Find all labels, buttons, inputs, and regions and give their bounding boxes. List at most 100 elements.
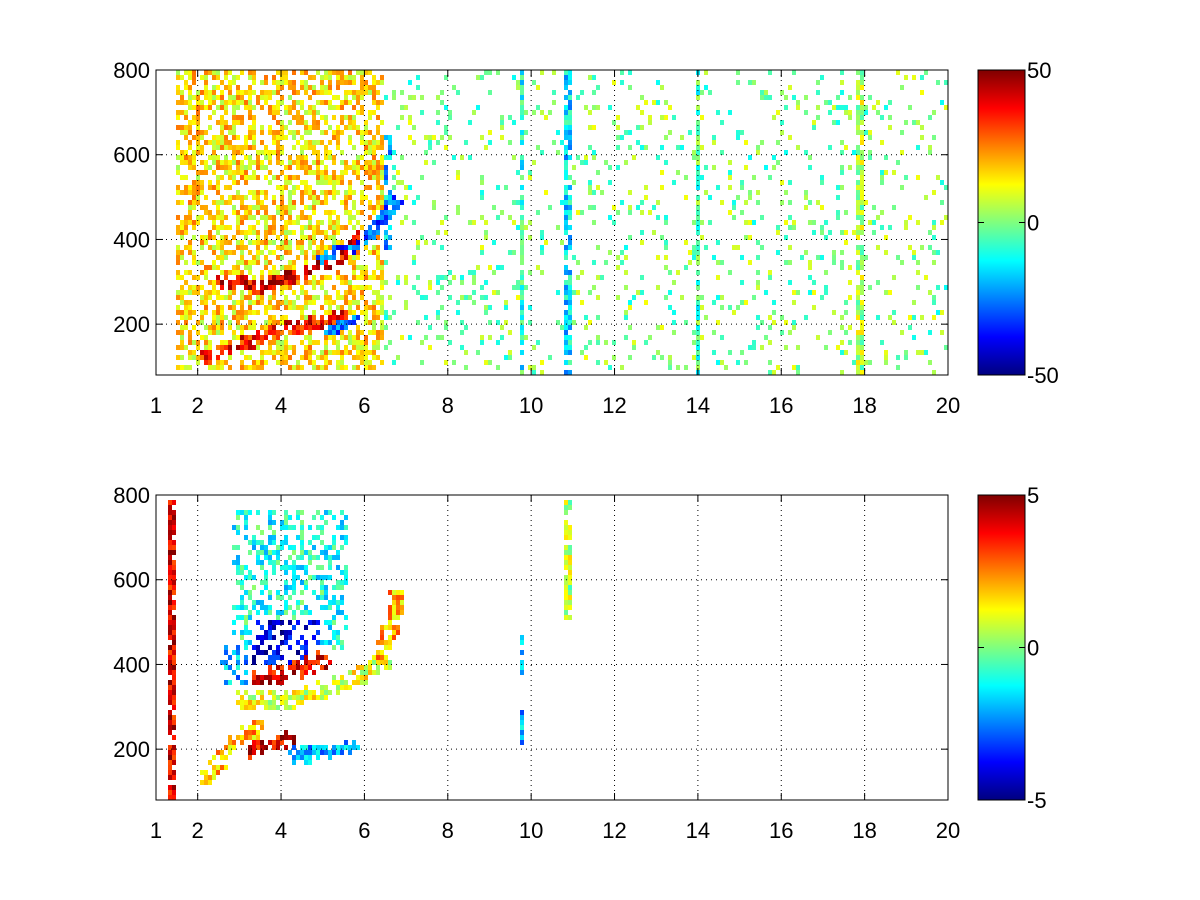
heatmap-cell <box>476 105 480 110</box>
heatmap-cell <box>188 270 192 275</box>
heatmap-cell <box>860 320 864 325</box>
heatmap-cell <box>512 220 516 225</box>
heatmap-cell <box>876 315 880 320</box>
heatmap-cell <box>376 200 380 205</box>
heatmap-cell <box>916 145 920 150</box>
heatmap-cell <box>244 365 248 370</box>
heatmap-cell <box>924 70 928 75</box>
heatmap-cell <box>544 240 548 245</box>
heatmap-cell <box>752 340 756 345</box>
heatmap-cell <box>376 290 380 295</box>
heatmap-cell <box>836 195 840 200</box>
heatmap-cell <box>392 625 396 630</box>
heatmap-cell <box>528 305 532 310</box>
heatmap-cell <box>268 625 272 630</box>
heatmap-cell <box>344 170 348 175</box>
heatmap-cell <box>276 655 280 660</box>
heatmap-cell <box>308 280 312 285</box>
heatmap-cell <box>252 160 256 165</box>
heatmap-cell <box>372 95 376 100</box>
heatmap-cell <box>180 285 184 290</box>
heatmap-cell <box>744 220 748 225</box>
heatmap-cell <box>224 140 228 145</box>
heatmap-cell <box>332 115 336 120</box>
heatmap-cell <box>280 595 284 600</box>
axes-box-top <box>155 69 949 376</box>
heatmap-cell <box>264 580 268 585</box>
heatmap-cell <box>620 135 624 140</box>
heatmap-cell <box>280 280 284 285</box>
heatmap-cell <box>520 275 524 280</box>
heatmap-cell <box>256 250 260 255</box>
heatmap-cell <box>376 185 380 190</box>
heatmap-cell <box>848 95 852 100</box>
heatmap-cell <box>564 160 568 165</box>
heatmap-cell <box>340 180 344 185</box>
heatmap-cell <box>268 160 272 165</box>
heatmap-cell <box>860 100 864 105</box>
heatmap-cell <box>272 75 276 80</box>
heatmap-cell <box>328 80 332 85</box>
heatmap-cell <box>396 630 400 635</box>
heatmap-cell <box>376 125 380 130</box>
heatmap-cell <box>256 645 260 650</box>
heatmap-cell <box>284 345 288 350</box>
heatmap-cell <box>184 135 188 140</box>
heatmap-cell <box>192 95 196 100</box>
heatmap-cell <box>388 645 392 650</box>
heatmap-cell <box>920 135 924 140</box>
heatmap-cell <box>304 125 308 130</box>
heatmap-cell <box>520 135 524 140</box>
heatmap-cell <box>248 125 252 130</box>
heatmap-cell <box>356 300 360 305</box>
heatmap-cell <box>516 280 520 285</box>
heatmap-cell <box>208 230 212 235</box>
heatmap-cell <box>264 335 268 340</box>
heatmap-cell <box>568 135 572 140</box>
heatmap-cell <box>384 180 388 185</box>
heatmap-cell <box>656 350 660 355</box>
heatmap-cell <box>180 190 184 195</box>
heatmap-cell <box>256 525 260 530</box>
heatmap-cell <box>312 285 316 290</box>
heatmap-cell <box>268 655 272 660</box>
heatmap-cell <box>236 580 240 585</box>
heatmap-cell <box>216 325 220 330</box>
heatmap-cell <box>240 580 244 585</box>
heatmap-cell <box>236 265 240 270</box>
heatmap-cell <box>224 85 228 90</box>
heatmap-cell <box>784 320 788 325</box>
heatmap-cell <box>252 745 256 750</box>
heatmap-cell <box>808 290 812 295</box>
heatmap-cell <box>296 185 300 190</box>
heatmap-cell <box>292 350 296 355</box>
heatmap-cell <box>476 350 480 355</box>
heatmap-cell <box>188 70 192 75</box>
heatmap-cell <box>256 210 260 215</box>
heatmap-cell <box>624 160 628 165</box>
heatmap-cell <box>268 170 272 175</box>
heatmap-cell <box>292 130 296 135</box>
heatmap-cell <box>936 175 940 180</box>
heatmap-cell <box>316 250 320 255</box>
heatmap-cell <box>816 200 820 205</box>
heatmap-cell <box>252 80 256 85</box>
heatmap-cell <box>340 225 344 230</box>
heatmap-cell <box>316 140 320 145</box>
heatmap-cell <box>316 195 320 200</box>
heatmap-cell <box>360 670 364 675</box>
heatmap-cell <box>324 155 328 160</box>
heatmap-cell <box>284 185 288 190</box>
heatmap-cell <box>216 265 220 270</box>
heatmap-cell <box>860 260 864 265</box>
heatmap-cell <box>384 640 388 645</box>
heatmap-cell <box>320 685 324 690</box>
heatmap-cell <box>352 200 356 205</box>
heatmap-cell <box>668 105 672 110</box>
heatmap-cell <box>860 175 864 180</box>
heatmap-cell <box>288 285 292 290</box>
heatmap-cell <box>608 180 612 185</box>
heatmap-cell <box>520 635 524 640</box>
heatmap-cell <box>348 320 352 325</box>
heatmap-cell <box>184 85 188 90</box>
